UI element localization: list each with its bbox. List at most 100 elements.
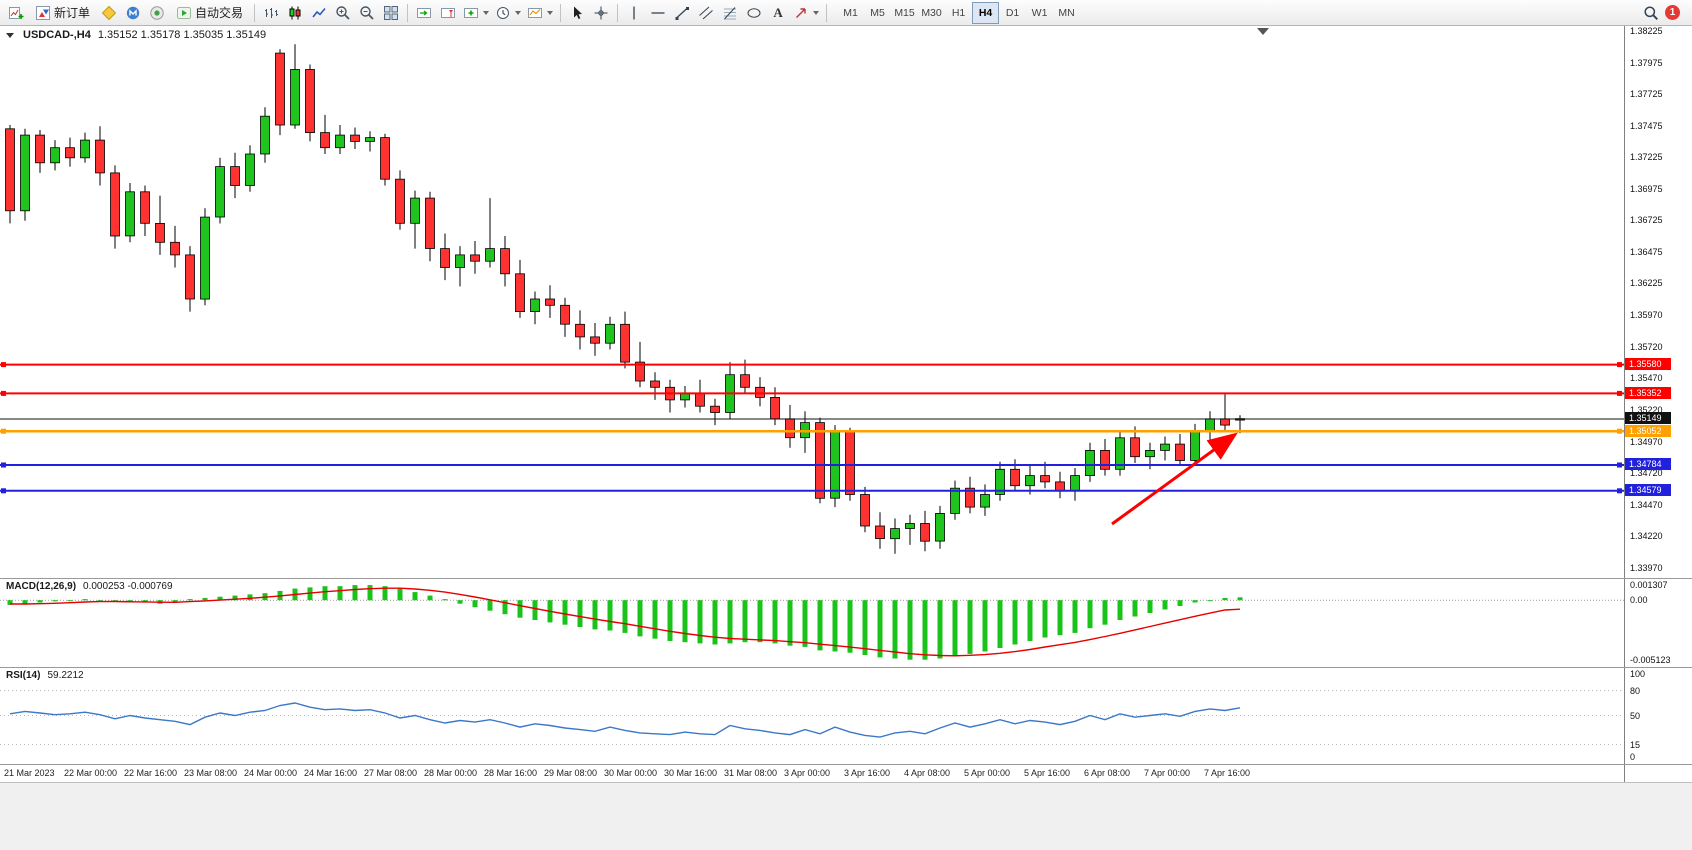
timeframe-button-mn[interactable]: MN <box>1053 2 1080 24</box>
zoom-in-button[interactable] <box>331 2 355 24</box>
community-button[interactable] <box>121 2 145 24</box>
horizontal-line-button[interactable] <box>646 2 670 24</box>
fibonacci-icon <box>722 5 738 21</box>
line-handle[interactable] <box>1 462 6 468</box>
line-handle[interactable] <box>1617 390 1622 396</box>
bear-candle <box>965 487 975 508</box>
trendline-button[interactable] <box>670 2 694 24</box>
rsi-label: RSI(14) <box>6 670 41 681</box>
mql5-button[interactable] <box>145 2 169 24</box>
time-axis-label: 21 Mar 2023 <box>4 768 55 778</box>
new-order-button[interactable]: 新订单 <box>28 2 97 24</box>
macd-histogram-bar <box>847 600 853 653</box>
bull-candle <box>1190 430 1200 461</box>
search-button[interactable] <box>1639 2 1663 24</box>
channel-button[interactable] <box>694 2 718 24</box>
price-axis-label: 1.36725 <box>1630 215 1663 226</box>
line-handle[interactable] <box>1617 462 1622 468</box>
chevron-down-icon <box>547 10 554 15</box>
macd-histogram-bar <box>487 600 493 611</box>
timeframe-button-m30[interactable]: M30 <box>918 2 945 24</box>
bar-chart-button[interactable] <box>259 2 283 24</box>
cursor-button[interactable] <box>565 2 589 24</box>
macd-histogram-bar <box>1042 600 1048 638</box>
line-handle[interactable] <box>1617 362 1622 368</box>
bear-candle <box>35 134 45 164</box>
timeframe-button-d1[interactable]: D1 <box>999 2 1026 24</box>
zoom-out-button[interactable] <box>355 2 379 24</box>
one-click-trading-toggle[interactable] <box>6 32 14 38</box>
autotrading-label: 自动交易 <box>195 6 244 20</box>
timeframe-button-m1[interactable]: M1 <box>837 2 864 24</box>
indicators-button[interactable] <box>460 2 492 24</box>
macd-histogram-bar <box>1117 600 1123 620</box>
chevron-down-icon <box>515 10 522 15</box>
periods-button[interactable] <box>492 2 524 24</box>
price-axis-label: 1.36975 <box>1630 183 1663 194</box>
shapes-button[interactable] <box>742 2 766 24</box>
templates-button[interactable] <box>524 2 556 24</box>
bear-candle <box>695 393 705 407</box>
crosshair-button[interactable] <box>589 2 613 24</box>
arrows-tool-button[interactable] <box>790 2 822 24</box>
time-axis-label: 7 Apr 00:00 <box>1144 768 1191 778</box>
macd-histogram-bar <box>622 600 628 633</box>
price-axis-label: 1.36225 <box>1630 278 1663 289</box>
candlestick-chart-button[interactable] <box>283 2 307 24</box>
macd-histogram-bar <box>67 600 73 602</box>
timeframe-button-m15[interactable]: M15 <box>891 2 918 24</box>
price-axis-label: 1.35970 <box>1630 310 1663 321</box>
macd-canvas[interactable] <box>0 579 1624 668</box>
bull-candle <box>530 298 540 313</box>
bull-candle <box>260 115 270 155</box>
timeframe-button-w1[interactable]: W1 <box>1026 2 1053 24</box>
price-badge: 1.35580 <box>1625 358 1671 371</box>
macd-axis[interactable]: 0.001307 0.00 -0.005123 <box>1624 579 1692 667</box>
new-chart-button[interactable] <box>4 2 28 24</box>
tile-windows-button[interactable] <box>379 2 403 24</box>
notification-badge[interactable]: 1 <box>1665 5 1680 20</box>
macd-values: 0.000253 -0.000769 <box>83 581 173 592</box>
autotrading-button[interactable]: 自动交易 <box>169 2 250 24</box>
separator <box>560 3 562 22</box>
bear-candle <box>860 494 870 527</box>
line-chart-icon <box>311 5 327 21</box>
main-chart-canvas[interactable] <box>0 26 1624 579</box>
price-axis[interactable]: 1.38225 1.37975 1.37725 1.37475 1.37225 1.369… <box>1624 26 1692 578</box>
chart-shift-button[interactable] <box>436 2 460 24</box>
macd-histogram-bar <box>802 600 808 647</box>
macd-histogram-bar <box>787 600 793 646</box>
trend-arrow-annotation[interactable] <box>1111 432 1238 526</box>
bear-candle <box>635 361 645 382</box>
autoscroll-button[interactable] <box>412 2 436 24</box>
line-handle[interactable] <box>1 488 6 494</box>
rsi-axis[interactable]: 100 80 50 15 0 <box>1624 668 1692 764</box>
timeframe-group: M1 M5 M15 M30 H1 H4 D1 W1 MN <box>837 1 1080 24</box>
line-handle[interactable] <box>1617 488 1622 494</box>
line-handle[interactable] <box>1 390 6 396</box>
metaeditor-button[interactable] <box>97 2 121 24</box>
text-tool-button[interactable]: A <box>766 2 790 24</box>
vertical-line-button[interactable] <box>622 2 646 24</box>
line-handle[interactable] <box>1617 428 1622 434</box>
bull-candle <box>200 216 210 300</box>
chart-shift-marker[interactable] <box>1257 28 1269 35</box>
toolbar: 新订单 自动交易 <box>0 0 1692 26</box>
line-chart-button[interactable] <box>307 2 331 24</box>
channel-icon <box>698 5 714 21</box>
bull-candle <box>1070 475 1080 492</box>
timeframe-button-m5[interactable]: M5 <box>864 2 891 24</box>
time-axis[interactable]: 21 Mar 2023 22 Mar 00:00 22 Mar 16:00 23 Ma… <box>0 765 1692 783</box>
bar-chart-icon <box>263 5 279 21</box>
line-handle[interactable] <box>1 362 6 368</box>
timeframe-button-h1[interactable]: H1 <box>945 2 972 24</box>
line-handle[interactable] <box>1 428 6 434</box>
macd-histogram-bar <box>1177 600 1183 606</box>
zoom-in-icon <box>335 5 351 21</box>
rsi-canvas[interactable] <box>0 668 1624 765</box>
main-chart-panel: USDCAD-,H4 1.35152 1.35178 1.35035 1.351… <box>0 26 1692 579</box>
macd-info: MACD(12,26,9) 0.000253 -0.000769 <box>6 581 173 592</box>
timeframe-button-h4[interactable]: H4 <box>972 1 1000 24</box>
bull-candle <box>980 494 990 508</box>
fibonacci-button[interactable] <box>718 2 742 24</box>
